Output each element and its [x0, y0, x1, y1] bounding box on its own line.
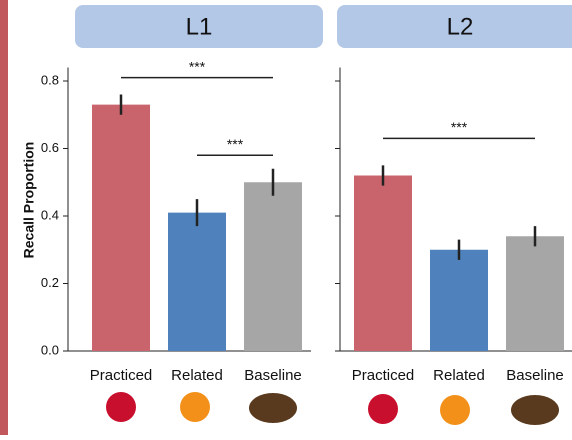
significance-label: ***	[451, 119, 468, 135]
bar	[506, 236, 564, 351]
y-tick-label: 0.0	[41, 342, 59, 357]
x-tick-label: Related	[433, 367, 485, 384]
y-axis-label: Recall Proportion	[21, 142, 37, 259]
x-tick-label: Practiced	[352, 367, 415, 384]
page: {"chart_data": [ {"type": "bar", "title"…	[0, 0, 572, 440]
y-tick-label: 0.6	[41, 140, 59, 155]
apple-icon	[106, 392, 136, 422]
x-tick-label: Baseline	[506, 367, 564, 384]
x-tick-label: Practiced	[90, 367, 153, 384]
orange-icon	[440, 395, 470, 425]
y-tick-label: 0.8	[41, 72, 59, 87]
side-strip	[0, 0, 8, 435]
panel-title: L1	[186, 13, 213, 40]
significance-label: ***	[189, 58, 206, 74]
significance-label: ***	[227, 136, 244, 152]
chart: L1 L2 Recall Proportion 0.0 0.2 0.4 0.6 0.8 P…	[0, 0, 572, 435]
orange-icon	[180, 392, 210, 422]
panel-title: L2	[447, 13, 474, 40]
y-tick-label: 0.2	[41, 275, 59, 290]
bar	[430, 250, 488, 351]
x-tick-label: Baseline	[244, 367, 302, 384]
bar	[244, 182, 302, 351]
x-tick-label: Related	[171, 367, 223, 384]
icons	[106, 392, 559, 425]
apple-icon	[368, 394, 398, 424]
bear-icon	[511, 395, 559, 425]
bar	[168, 213, 226, 351]
bar	[354, 176, 412, 352]
bar	[92, 105, 150, 351]
bear-icon	[249, 393, 297, 423]
y-tick-label: 0.4	[41, 207, 59, 222]
